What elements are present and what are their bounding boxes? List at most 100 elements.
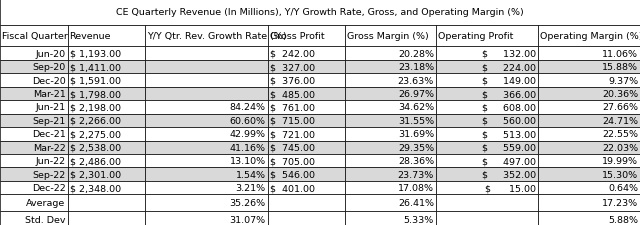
Text: 27.66%: 27.66%: [602, 103, 638, 112]
Text: 1.54%: 1.54%: [236, 170, 266, 179]
Bar: [268, 154, 345, 168]
Bar: [0, 141, 68, 154]
Text: $ 1,193.00: $ 1,193.00: [70, 50, 120, 58]
Bar: [436, 114, 538, 128]
Text: $  745.00: $ 745.00: [269, 143, 314, 152]
Text: Sep-22: Sep-22: [33, 170, 66, 179]
Bar: [0, 26, 68, 47]
Text: $ 2,266.00: $ 2,266.00: [70, 116, 120, 125]
Text: $  546.00: $ 546.00: [269, 170, 314, 179]
Text: 23.73%: 23.73%: [397, 170, 434, 179]
Bar: [436, 61, 538, 74]
Text: 31.69%: 31.69%: [398, 130, 434, 139]
Text: 24.71%: 24.71%: [602, 116, 638, 125]
Bar: [436, 26, 538, 47]
Bar: [436, 74, 538, 87]
Text: Jun-22: Jun-22: [36, 157, 66, 166]
Bar: [68, 168, 145, 181]
Bar: [68, 101, 145, 114]
Text: 0.64%: 0.64%: [608, 183, 638, 192]
Bar: [436, 211, 538, 225]
Bar: [145, 194, 268, 211]
Bar: [345, 87, 436, 101]
Bar: [268, 181, 345, 194]
Bar: [68, 114, 145, 128]
Text: $ 2,538.00: $ 2,538.00: [70, 143, 120, 152]
Text: Gross Margin (%): Gross Margin (%): [347, 32, 429, 41]
Bar: [538, 141, 640, 154]
Text: $ 1,411.00: $ 1,411.00: [70, 63, 120, 72]
Bar: [145, 141, 268, 154]
Text: $     608.00: $ 608.00: [482, 103, 536, 112]
Text: 26.41%: 26.41%: [398, 198, 434, 207]
Text: Sep-21: Sep-21: [33, 116, 66, 125]
Bar: [538, 168, 640, 181]
Bar: [0, 181, 68, 194]
Text: $     149.00: $ 149.00: [482, 76, 536, 85]
Bar: [145, 128, 268, 141]
Bar: [0, 61, 68, 74]
Bar: [145, 168, 268, 181]
Bar: [345, 194, 436, 211]
Text: $ 2,301.00: $ 2,301.00: [70, 170, 120, 179]
Text: $ 2,275.00: $ 2,275.00: [70, 130, 120, 139]
Bar: [145, 74, 268, 87]
Text: Mar-22: Mar-22: [33, 143, 66, 152]
Bar: [345, 128, 436, 141]
Bar: [268, 168, 345, 181]
Text: 29.35%: 29.35%: [398, 143, 434, 152]
Text: $     560.00: $ 560.00: [482, 116, 536, 125]
Text: $     366.00: $ 366.00: [482, 90, 536, 99]
Bar: [268, 114, 345, 128]
Text: Dec-21: Dec-21: [32, 130, 66, 139]
Text: 3.21%: 3.21%: [236, 183, 266, 192]
Text: Sep-20: Sep-20: [33, 63, 66, 72]
Text: $     224.00: $ 224.00: [482, 63, 536, 72]
Text: 31.07%: 31.07%: [230, 215, 266, 224]
Text: Jun-21: Jun-21: [36, 103, 66, 112]
Bar: [345, 26, 436, 47]
Text: Revenue: Revenue: [70, 32, 111, 41]
Text: $     497.00: $ 497.00: [482, 157, 536, 166]
Bar: [436, 128, 538, 141]
Bar: [538, 154, 640, 168]
Bar: [68, 74, 145, 87]
Text: $  376.00: $ 376.00: [269, 76, 315, 85]
Bar: [0, 194, 68, 211]
Bar: [68, 181, 145, 194]
Text: Mar-21: Mar-21: [33, 90, 66, 99]
Text: $ 2,348.00: $ 2,348.00: [70, 183, 120, 192]
Bar: [145, 87, 268, 101]
Text: $  705.00: $ 705.00: [269, 157, 314, 166]
Text: $ 2,486.00: $ 2,486.00: [70, 157, 120, 166]
Text: Std. Dev: Std. Dev: [25, 215, 66, 224]
Bar: [68, 87, 145, 101]
Text: 42.99%: 42.99%: [230, 130, 266, 139]
Bar: [0, 211, 68, 225]
Bar: [145, 61, 268, 74]
Bar: [268, 26, 345, 47]
Text: Average: Average: [26, 198, 66, 207]
Text: $     559.00: $ 559.00: [482, 143, 536, 152]
Text: Y/Y Qtr. Rev. Growth Rate (%): Y/Y Qtr. Rev. Growth Rate (%): [147, 32, 286, 41]
Bar: [145, 101, 268, 114]
Bar: [68, 211, 145, 225]
Bar: [0, 128, 68, 141]
Text: 20.36%: 20.36%: [602, 90, 638, 99]
Bar: [145, 114, 268, 128]
Bar: [436, 141, 538, 154]
Text: 15.30%: 15.30%: [602, 170, 638, 179]
Bar: [436, 168, 538, 181]
Text: 34.62%: 34.62%: [398, 103, 434, 112]
Text: $  327.00: $ 327.00: [269, 63, 315, 72]
Text: 23.18%: 23.18%: [398, 63, 434, 72]
Text: $     513.00: $ 513.00: [482, 130, 536, 139]
Text: $  715.00: $ 715.00: [269, 116, 314, 125]
Bar: [538, 194, 640, 211]
Text: 19.99%: 19.99%: [602, 157, 638, 166]
Bar: [0, 87, 68, 101]
Bar: [345, 181, 436, 194]
Text: 17.08%: 17.08%: [398, 183, 434, 192]
Bar: [0, 168, 68, 181]
Bar: [68, 154, 145, 168]
